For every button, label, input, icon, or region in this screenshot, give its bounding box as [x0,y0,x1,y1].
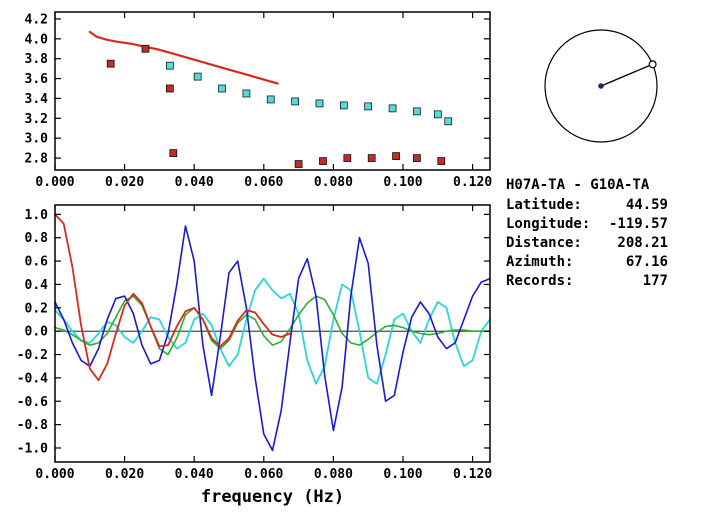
svg-text:0.040: 0.040 [175,467,214,482]
svg-text:-1.0: -1.0 [17,441,48,456]
svg-text:0.020: 0.020 [105,175,144,190]
svg-text:0.120: 0.120 [453,467,492,482]
svg-text:frequency (Hz): frequency (Hz) [201,487,344,507]
svg-text:3.0: 3.0 [25,132,49,147]
info-row-azimuth: Azimuth: 67.16 [506,253,668,272]
info-row-distance: Distance: 208.21 [506,234,668,253]
svg-text:0.000: 0.000 [35,175,74,190]
svg-text:0.080: 0.080 [314,175,353,190]
info-value: 208.21 [617,235,668,251]
station-pair-title: H07A-TA - G10A-TA [506,177,650,193]
info-label: Records: [506,273,574,289]
svg-text:3.6: 3.6 [25,72,49,87]
azimuth-indicator [544,29,658,143]
svg-text:0.6: 0.6 [25,255,49,270]
svg-text:0.120: 0.120 [453,175,492,190]
info-label: Distance: [506,235,582,251]
svg-text:3.2: 3.2 [25,112,48,127]
svg-text:0.2: 0.2 [25,301,48,316]
svg-text:0.060: 0.060 [244,467,283,482]
info-row-records: Records: 177 [506,272,668,291]
waveform-plot: 0.000 0.020 0.040 0.060 0.080 0.100 0.120 -1.0 -… [17,204,492,507]
svg-text:0.4: 0.4 [25,278,49,293]
svg-text:-0.4: -0.4 [17,371,48,386]
info-row-longitude: Longitude: -119.57 [506,215,668,234]
svg-text:2.8: 2.8 [25,152,49,167]
info-value: -119.57 [608,216,668,232]
svg-text:1.0: 1.0 [25,208,49,223]
info-label: Latitude: [506,197,582,213]
info-value: 67.16 [625,254,668,270]
info-row-latitude: Latitude: 44.59 [506,196,668,215]
station-info-panel: H07A-TA - G10A-TA Latitude: 44.59 Longit… [506,176,668,291]
svg-text:0.040: 0.040 [175,175,214,190]
info-value: 44.59 [625,197,668,213]
svg-text:0.0: 0.0 [25,325,49,340]
svg-text:3.8: 3.8 [25,52,49,67]
info-value: 177 [642,273,668,289]
svg-text:4.0: 4.0 [25,32,49,47]
svg-text:0.020: 0.020 [105,467,144,482]
svg-text:0.060: 0.060 [244,175,283,190]
svg-text:0.8: 0.8 [25,231,49,246]
dispersion-plot: 0.000 0.020 0.040 0.060 0.080 0.100 0.120 2.8 3.… [25,11,492,190]
svg-text:0.080: 0.080 [314,467,353,482]
svg-text:0.100: 0.100 [383,175,422,190]
svg-text:3.4: 3.4 [25,92,49,107]
info-label: Azimuth: [506,254,574,270]
svg-text:-0.6: -0.6 [17,395,48,410]
svg-text:0.100: 0.100 [383,467,422,482]
svg-text:0.000: 0.000 [35,467,74,482]
svg-text:-0.8: -0.8 [17,418,48,433]
info-label: Longitude: [506,216,591,232]
svg-text:-0.2: -0.2 [17,348,48,363]
svg-text:4.2: 4.2 [25,12,48,27]
